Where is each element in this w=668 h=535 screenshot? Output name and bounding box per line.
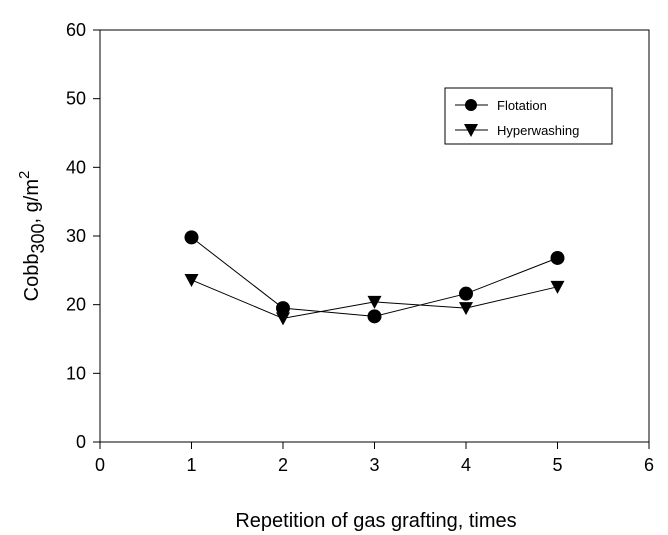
data-point-flotation (184, 230, 199, 245)
y-tick-label: 20 (66, 295, 86, 315)
data-point-flotation (459, 286, 473, 301)
y-axis-title-main: Cobb (21, 254, 43, 302)
y-tick-label: 40 (66, 157, 86, 177)
x-tick-label: 0 (95, 455, 105, 475)
data-point-hyperwashing (550, 280, 565, 294)
legend-marker-circle (465, 99, 477, 111)
y-axis: 0 10 20 30 40 50 60 (66, 20, 100, 452)
y-tick-label: 30 (66, 226, 86, 246)
legend-marker-triangle-down (464, 124, 478, 137)
data-point-flotation (276, 301, 290, 316)
legend-box (444, 87, 613, 145)
y-axis-title: Cobb300, g/m2 (16, 171, 48, 302)
data-point-flotation (367, 309, 382, 324)
legend-entry-flotation: Flotation (455, 98, 547, 113)
legend-label-flotation: Flotation (497, 98, 547, 113)
x-axis: 0 1 2 3 4 5 6 (95, 442, 654, 475)
legend-entry-hyperwashing: Hyperwashing (455, 123, 579, 138)
x-tick-label: 3 (369, 455, 379, 475)
x-tick-label: 2 (278, 455, 288, 475)
x-tick-label: 1 (186, 455, 196, 475)
y-axis-title-subscript: 300 (28, 223, 48, 253)
x-tick-label: 5 (552, 455, 562, 475)
y-axis-title-unit: , g/m (21, 179, 43, 223)
series-hyperwashing (184, 273, 565, 326)
data-point-flotation (550, 250, 565, 265)
y-tick-label: 50 (66, 89, 86, 109)
series-flotation (184, 230, 565, 324)
legend: Flotation Hyperwashing (444, 87, 613, 145)
y-axis-title-superscript: 2 (16, 171, 33, 179)
data-point-hyperwashing (367, 295, 382, 309)
data-point-hyperwashing (184, 273, 199, 287)
legend-label-hyperwashing: Hyperwashing (497, 123, 579, 138)
series-layer (184, 230, 565, 326)
data-point-hyperwashing (459, 302, 473, 316)
x-tick-label: 4 (461, 455, 471, 475)
y-tick-label: 60 (66, 20, 86, 40)
data-point-hyperwashing (276, 312, 290, 326)
x-axis-title: Repetition of gas grafting, times (235, 510, 516, 532)
x-tick-label: 6 (644, 455, 654, 475)
y-tick-label: 0 (76, 432, 86, 452)
y-tick-label: 10 (66, 363, 86, 383)
